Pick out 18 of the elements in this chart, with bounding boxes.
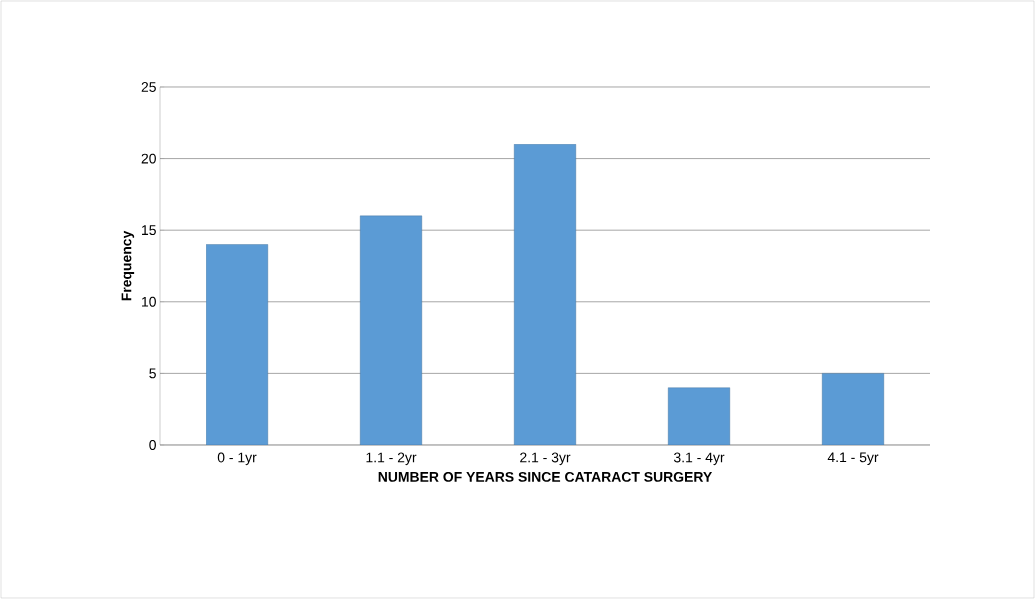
bar (360, 215, 423, 445)
y-tick-label: 0 (149, 440, 156, 450)
x-tick-label: 1.1 - 2yr (366, 452, 417, 466)
y-tick-label: 15 (142, 225, 156, 236)
bar (206, 244, 269, 445)
y-tick-label: 5 (149, 368, 156, 379)
y-tick-label: 25 (141, 82, 156, 92)
bar (668, 387, 731, 445)
bar (822, 373, 885, 445)
x-tick-label: 3.1 - 4yr (673, 452, 725, 466)
y-tick-label: 20 (141, 153, 156, 164)
y-axis-title: Frequency (121, 230, 135, 301)
bar (514, 144, 577, 445)
x-tick-label: 2.1 - 3yr (520, 452, 571, 466)
x-tick-label: 0 - 1yr (217, 452, 257, 466)
x-tick-label: 4.1 - 5yr (827, 452, 879, 465)
y-tick-label: 10 (142, 296, 156, 307)
x-axis-title: NUMBER OF YEARS SINCE CATARACT SURGERY (378, 471, 713, 482)
